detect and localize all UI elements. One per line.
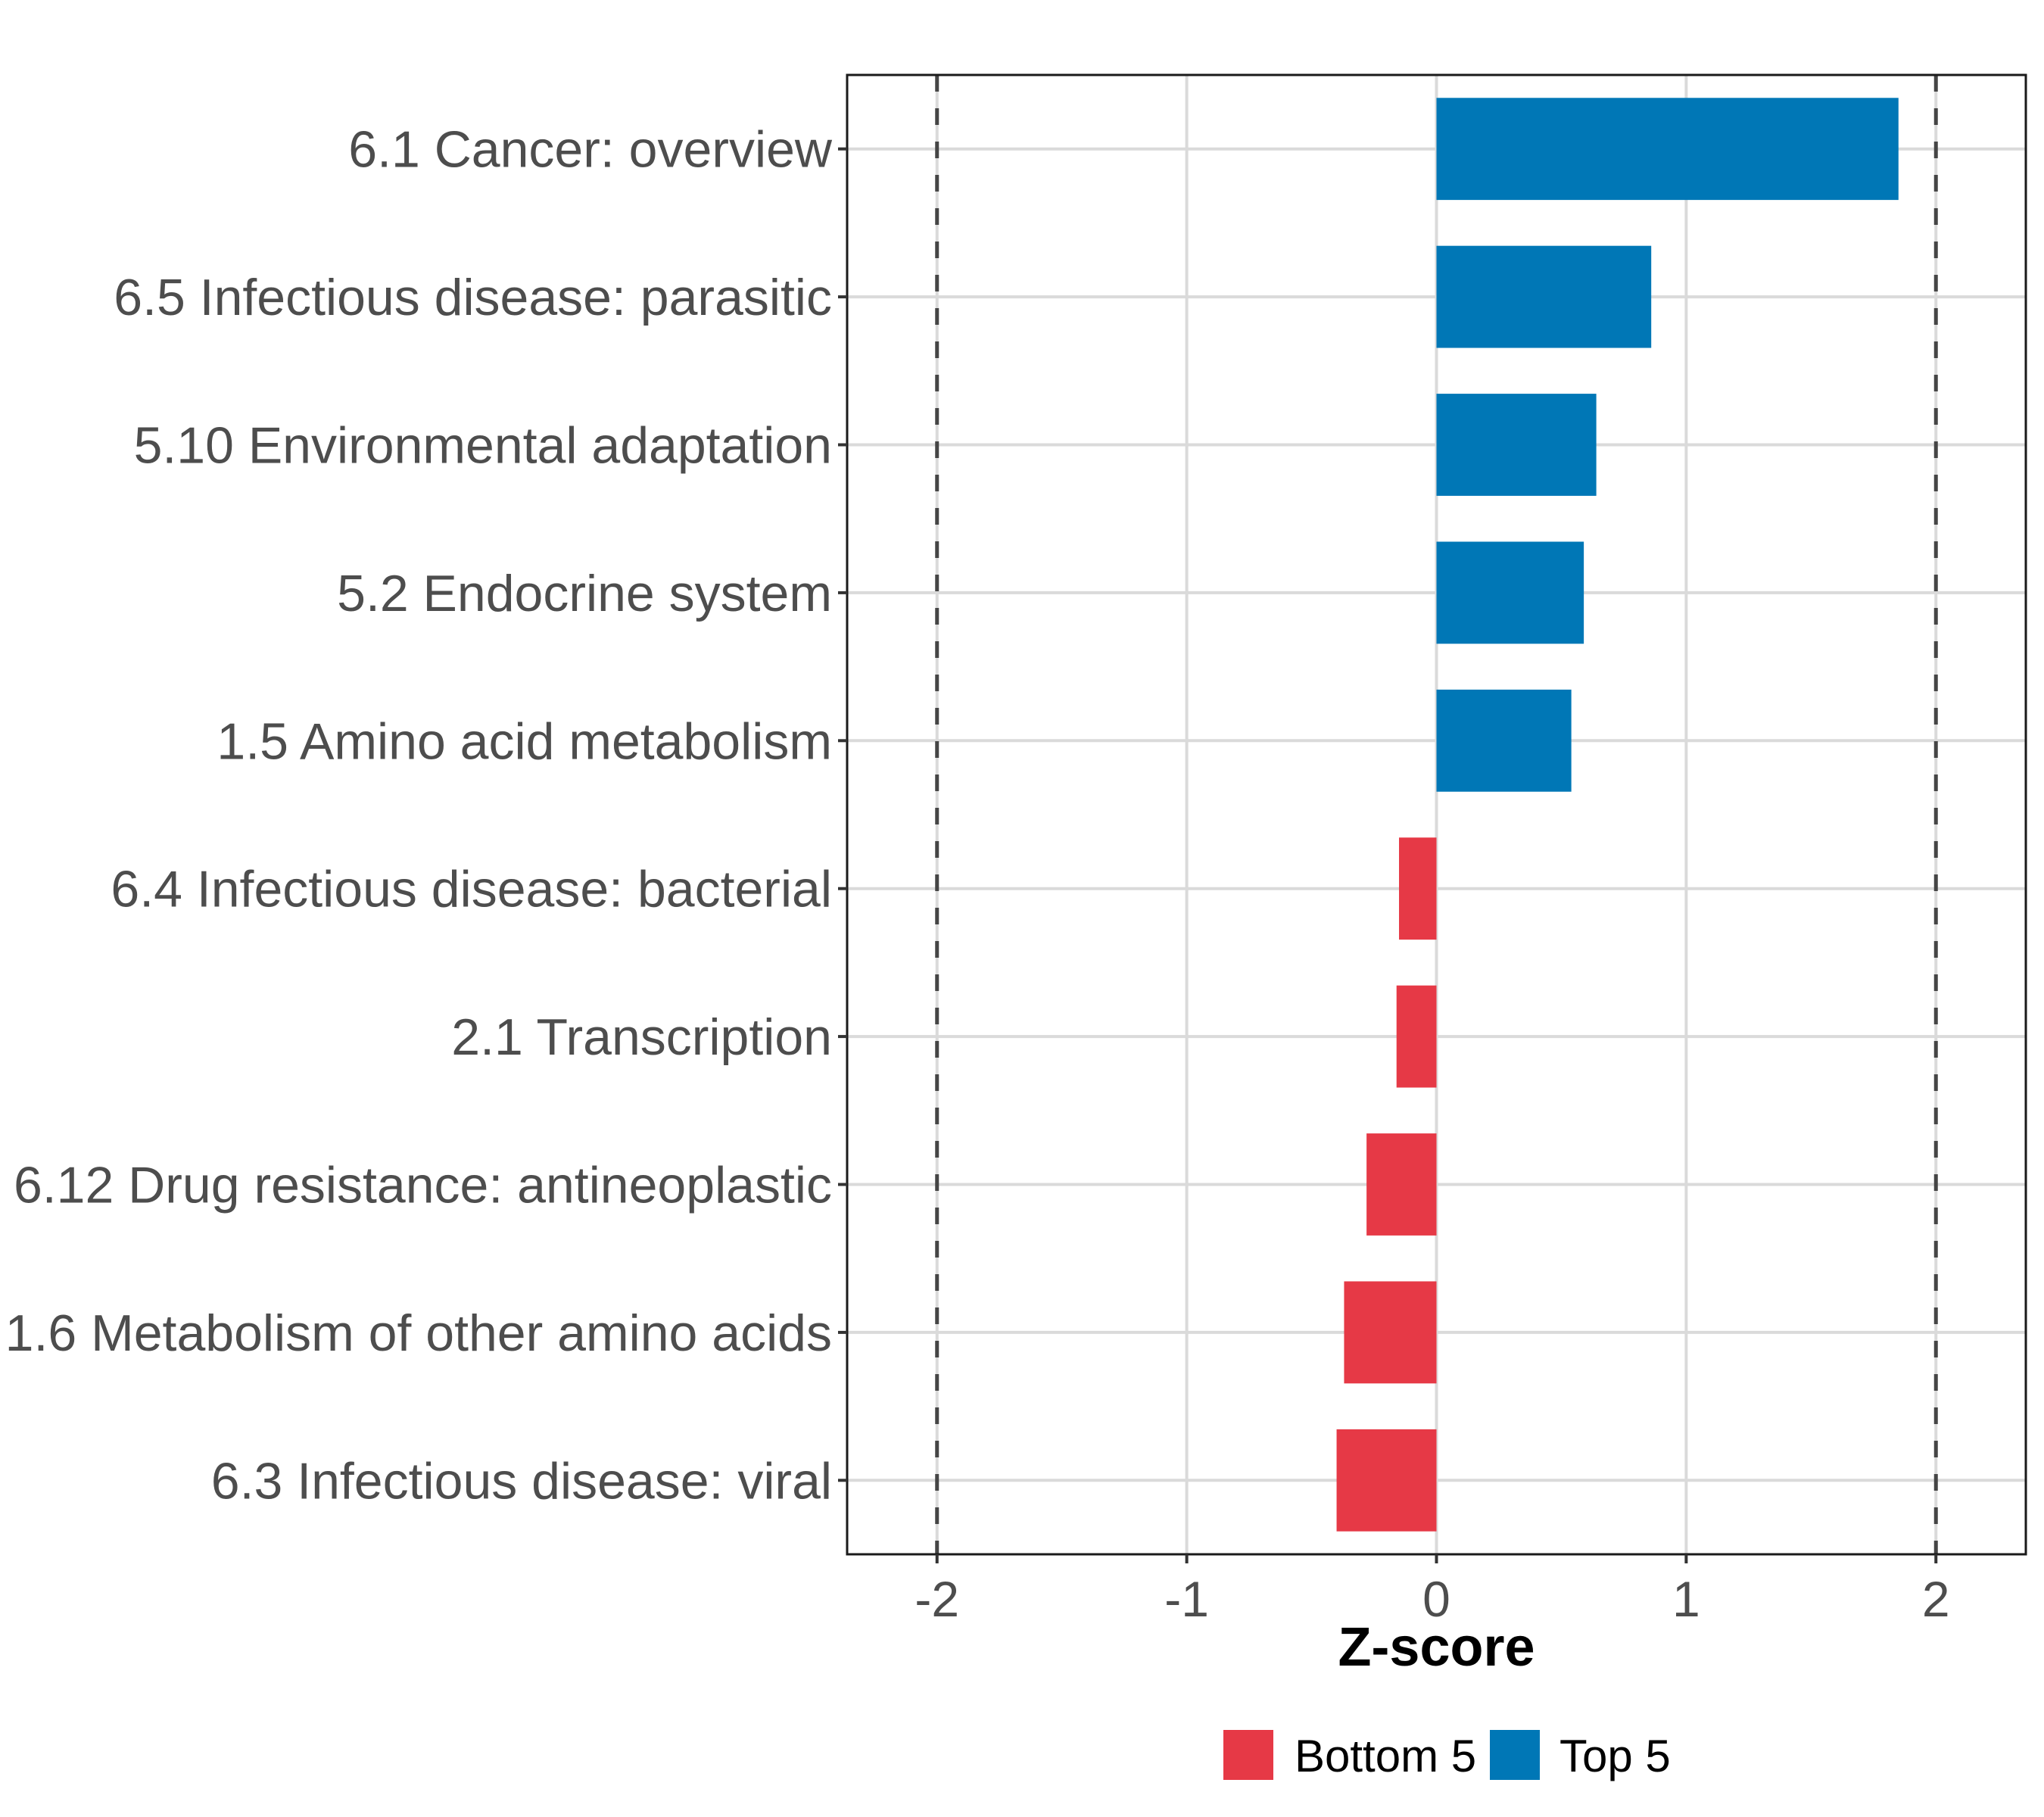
bar-8: [1366, 1133, 1437, 1236]
y-tick-label: 6.4 Infectious disease: bacterial: [111, 861, 832, 918]
bar-10: [1336, 1429, 1437, 1532]
y-axis: 6.1 Cancer: overview 6.5 Infectious disea…: [5, 121, 847, 1510]
bar-3: [1436, 394, 1597, 496]
x-tick-label: 1: [1672, 1571, 1700, 1627]
y-tick-label: 5.2 Endocrine system: [337, 565, 832, 622]
y-tick-label: 6.3 Infectious disease: viral: [211, 1452, 832, 1510]
y-tick-label: 6.5 Infectious disease: parasitic: [114, 269, 832, 326]
y-tick-label: 6.1 Cancer: overview: [348, 121, 833, 179]
x-tick-label: -2: [915, 1571, 959, 1627]
bar-6: [1399, 837, 1437, 940]
bar-4: [1436, 541, 1584, 644]
legend-label-bottom-5: Bottom 5: [1295, 1731, 1476, 1781]
x-tick-label: 0: [1422, 1571, 1450, 1627]
legend-swatch-bottom-5: [1223, 1730, 1273, 1780]
bar-5: [1436, 689, 1572, 792]
x-tick-label: -1: [1164, 1571, 1209, 1627]
y-tick-label: 1.5 Amino acid metabolism: [217, 712, 832, 770]
legend: Bottom 5 Top 5: [1223, 1730, 1671, 1781]
x-tick-label: 2: [1922, 1571, 1950, 1627]
y-tick-label: 6.12 Drug resistance: antineoplastic: [14, 1157, 832, 1214]
bar-1: [1436, 98, 1899, 201]
bar-9: [1344, 1281, 1437, 1384]
legend-swatch-top-5: [1490, 1730, 1540, 1780]
x-axis-title: Z-score: [1338, 1617, 1535, 1678]
legend-label-top-5: Top 5: [1559, 1731, 1671, 1781]
bar-layer: [1336, 98, 1899, 1532]
reference-lines: [935, 75, 1938, 1554]
y-tick-label: 1.6 Metabolism of other amino acids: [5, 1304, 832, 1362]
y-tick-label: 5.10 Environmental adaptation: [134, 417, 832, 475]
bar-2: [1436, 245, 1652, 348]
bar-7: [1396, 985, 1437, 1088]
x-axis: -2 -1 0 1 2: [915, 1554, 1950, 1627]
y-tick-label: 2.1 Transcription: [451, 1008, 832, 1066]
